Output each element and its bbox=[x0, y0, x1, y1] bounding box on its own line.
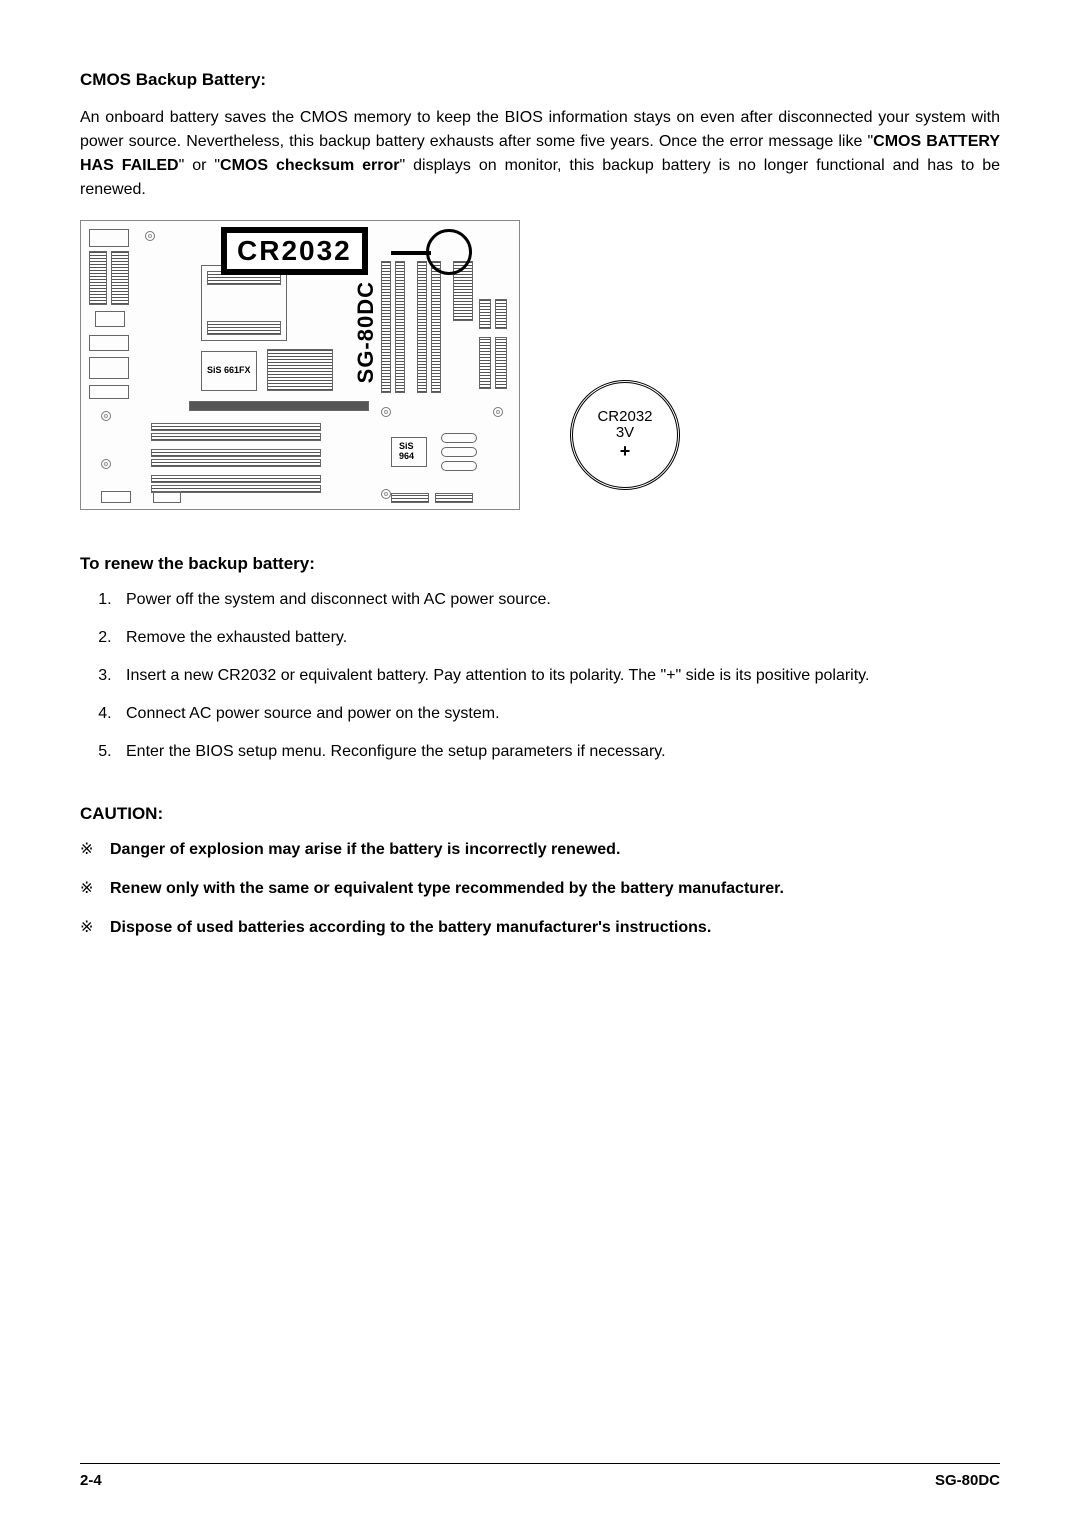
dimm-slot bbox=[431, 261, 441, 393]
figure-row: CR2032 SG-80DC bbox=[80, 220, 1000, 510]
southbridge-label-1: SiS bbox=[399, 441, 414, 451]
intro-paragraph: An onboard battery saves the CMOS memory… bbox=[80, 106, 1000, 202]
dimm-slot bbox=[395, 261, 405, 393]
caution-text: Danger of explosion may arise if the bat… bbox=[110, 838, 1000, 863]
io-port bbox=[89, 251, 107, 305]
io-port bbox=[89, 335, 129, 351]
step-item: Connect AC power source and power on the… bbox=[116, 702, 1000, 726]
usb-header bbox=[391, 493, 429, 503]
header bbox=[479, 337, 491, 389]
caution-text: Dispose of used batteries according to t… bbox=[110, 916, 1000, 941]
page-footer: 2-4 SG-80DC bbox=[80, 1463, 1000, 1489]
usb-header bbox=[435, 493, 473, 503]
caution-item: ※ Dispose of used batteries according to… bbox=[80, 916, 1000, 941]
coin-model: CR2032 bbox=[597, 409, 652, 426]
pci-slot bbox=[151, 423, 321, 431]
audio-header bbox=[153, 491, 181, 503]
step-item: Power off the system and disconnect with… bbox=[116, 588, 1000, 612]
mounting-hole bbox=[101, 459, 111, 469]
battery-coin-illustration: CR2032 3V + bbox=[570, 380, 680, 490]
header bbox=[495, 299, 507, 329]
pci-slot bbox=[151, 433, 321, 441]
reference-mark-icon: ※ bbox=[80, 916, 110, 941]
step-item: Remove the exhausted battery. bbox=[116, 626, 1000, 650]
header-block bbox=[267, 349, 333, 391]
caution-item: ※ Danger of explosion may arise if the b… bbox=[80, 838, 1000, 863]
intro-bold2: CMOS checksum error bbox=[220, 157, 399, 174]
step-item: Insert a new CR2032 or equivalent batter… bbox=[116, 664, 1000, 688]
reference-mark-icon: ※ bbox=[80, 877, 110, 902]
header bbox=[495, 337, 507, 389]
pci-slot bbox=[151, 459, 321, 467]
io-port bbox=[89, 385, 129, 399]
io-port bbox=[89, 229, 129, 247]
mounting-hole bbox=[381, 489, 391, 499]
dimm-slot bbox=[417, 261, 427, 393]
sata-port bbox=[441, 447, 477, 457]
io-port bbox=[111, 251, 129, 305]
caution-item: ※ Renew only with the same or equivalent… bbox=[80, 877, 1000, 902]
callout-target-circle bbox=[426, 229, 472, 275]
mounting-hole bbox=[101, 411, 111, 421]
coin-polarity: + bbox=[620, 442, 631, 462]
io-port bbox=[95, 311, 125, 327]
pci-slot bbox=[151, 475, 321, 483]
header bbox=[479, 299, 491, 329]
agp-slot bbox=[189, 401, 369, 411]
io-port bbox=[89, 357, 129, 379]
intro-mid: " or " bbox=[179, 157, 220, 174]
front-header bbox=[101, 491, 131, 503]
cpu-pins bbox=[207, 321, 281, 335]
footer-model: SG-80DC bbox=[935, 1472, 1000, 1489]
dimm-slot bbox=[381, 261, 391, 393]
vertical-model-label: SG-80DC bbox=[353, 281, 379, 383]
sata-port bbox=[441, 461, 477, 471]
pci-slot bbox=[151, 449, 321, 457]
caution-list: ※ Danger of explosion may arise if the b… bbox=[80, 838, 1000, 940]
section-title: CMOS Backup Battery: bbox=[80, 70, 1000, 90]
intro-pre: An onboard battery saves the CMOS memory… bbox=[80, 109, 1000, 150]
reference-mark-icon: ※ bbox=[80, 838, 110, 863]
footer-page-number: 2-4 bbox=[80, 1472, 102, 1489]
callout-leader-line bbox=[391, 251, 431, 255]
renew-heading: To renew the backup battery: bbox=[80, 554, 1000, 574]
southbridge-label-2: 964 bbox=[399, 451, 414, 461]
northbridge-label: SiS 661FX bbox=[207, 365, 251, 375]
caution-heading: CAUTION: bbox=[80, 804, 1000, 824]
motherboard-diagram: CR2032 SG-80DC bbox=[80, 220, 520, 510]
battery-callout-label: CR2032 bbox=[221, 227, 368, 275]
caution-text: Renew only with the same or equivalent t… bbox=[110, 877, 1000, 902]
mounting-hole bbox=[381, 407, 391, 417]
mounting-hole bbox=[145, 231, 155, 241]
renew-steps-list: Power off the system and disconnect with… bbox=[116, 588, 1000, 764]
step-item: Enter the BIOS setup menu. Reconfigure t… bbox=[116, 740, 1000, 764]
mounting-hole bbox=[493, 407, 503, 417]
sata-port bbox=[441, 433, 477, 443]
coin-voltage: 3V bbox=[616, 425, 634, 442]
